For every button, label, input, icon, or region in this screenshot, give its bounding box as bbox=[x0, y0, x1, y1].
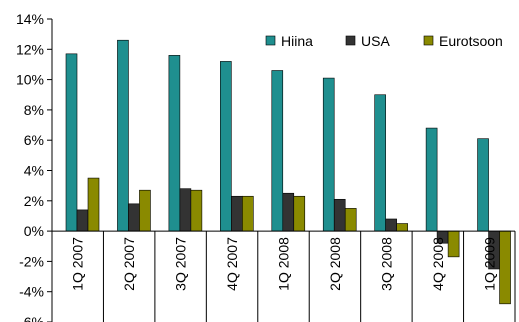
bar-hiina-9 bbox=[477, 138, 489, 232]
y-tick-label: 4% bbox=[24, 163, 44, 179]
x-tick-label: 2Q 2007 bbox=[121, 237, 137, 291]
y-tick-label: 12% bbox=[16, 41, 44, 57]
legend-swatch-hiina bbox=[265, 35, 276, 46]
y-tick-label: 10% bbox=[16, 72, 44, 88]
y-tick-label: 0% bbox=[24, 223, 44, 239]
bar-hiina-7 bbox=[374, 94, 386, 232]
bar-usa-4 bbox=[231, 195, 243, 232]
x-tick-label: 1Q 2008 bbox=[276, 237, 292, 291]
legend-label-eurotsoon: Eurotsoon bbox=[439, 33, 503, 49]
bar-hiina-5 bbox=[271, 70, 284, 232]
x-tick-label: 1Q 2009 bbox=[481, 237, 497, 291]
bar-eurotsoon-8 bbox=[447, 230, 460, 258]
bar-hiina-2 bbox=[117, 39, 129, 232]
y-tick-label: 6% bbox=[24, 132, 44, 148]
y-tick-label: 14% bbox=[16, 11, 44, 27]
x-tick-label: 4Q 2007 bbox=[224, 237, 240, 291]
bar-usa-7 bbox=[385, 218, 397, 232]
bar-eurotsoon-1 bbox=[87, 177, 100, 232]
legend: Hiina USA Eurotsoon bbox=[265, 33, 503, 49]
bar-usa-5 bbox=[282, 192, 295, 232]
bar-eurotsoon-6 bbox=[344, 208, 357, 232]
y-axis: 14% 12% 10% 8% 6% 4% 2% 0% -2% -4% -6% bbox=[16, 11, 53, 322]
y-tick-label: 8% bbox=[24, 102, 44, 118]
legend-label-usa: USA bbox=[361, 33, 390, 49]
x-tick-label: 3Q 2008 bbox=[378, 237, 394, 291]
bar-eurotsoon-4 bbox=[242, 195, 254, 232]
bar-eurotsoon-7 bbox=[396, 223, 408, 232]
y-tick-label: -4% bbox=[19, 284, 44, 300]
bar-hiina-1 bbox=[65, 53, 78, 232]
bar-hiina-6 bbox=[322, 77, 335, 232]
bar-usa-3 bbox=[179, 188, 192, 232]
x-tick-label: 2Q 2008 bbox=[327, 237, 343, 291]
bar-hiina-3 bbox=[168, 55, 181, 232]
bar-eurotsoon-5 bbox=[293, 195, 306, 232]
x-tick-label: 1Q 2007 bbox=[70, 237, 86, 291]
bar-hiina-8 bbox=[425, 127, 438, 232]
x-tick-label: 3Q 2007 bbox=[173, 237, 189, 291]
x-axis: 1Q 2007 2Q 2007 3Q 2007 4Q 2007 1Q 2008 2Q 20… bbox=[51, 230, 516, 322]
legend-swatch-eurotsoon bbox=[423, 35, 434, 46]
legend-swatch-usa bbox=[345, 35, 356, 46]
y-tick-label: -6% bbox=[19, 314, 44, 322]
bar-usa-1 bbox=[76, 209, 89, 232]
y-tick-label: 2% bbox=[24, 193, 44, 209]
x-tick-label: 4Q 2008 bbox=[430, 237, 446, 291]
bar-eurotsoon-3 bbox=[190, 189, 203, 232]
bar-eurotsoon-9 bbox=[499, 230, 511, 305]
bar-eurotsoon-2 bbox=[139, 189, 151, 232]
bar-usa-2 bbox=[128, 203, 140, 232]
bar-usa-6 bbox=[333, 198, 346, 232]
y-tick-label: -2% bbox=[19, 253, 44, 269]
legend-label-hiina: Hiina bbox=[281, 33, 313, 49]
bar-hiina-4 bbox=[220, 61, 232, 232]
